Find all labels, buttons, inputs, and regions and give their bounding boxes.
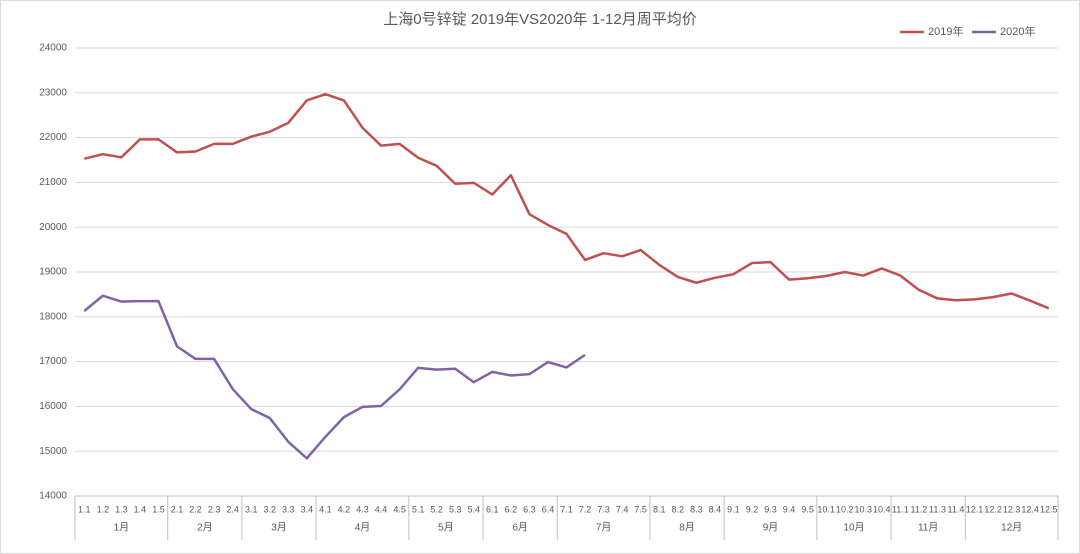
x-tick-label: 1.2 bbox=[97, 504, 110, 514]
x-tick-label: 12.4 bbox=[1021, 504, 1039, 514]
group-label: 7月 bbox=[596, 522, 612, 534]
x-tick-label: 9.4 bbox=[783, 504, 796, 514]
y-tick-label: 14000 bbox=[39, 491, 67, 502]
x-tick-label: 9.3 bbox=[764, 504, 777, 514]
y-tick-label: 15000 bbox=[39, 446, 67, 457]
y-tick-label: 22000 bbox=[39, 132, 67, 143]
x-tick-label: 10.2 bbox=[836, 504, 854, 514]
x-tick-label: 7.5 bbox=[634, 504, 647, 514]
x-tick-label: 12.3 bbox=[1003, 504, 1021, 514]
chart-title: 上海0号锌锭 2019年VS2020年 1-12月周平均价 bbox=[383, 11, 696, 28]
x-tick-label: 6.4 bbox=[542, 504, 555, 514]
x-tick-label: 1.1 bbox=[78, 504, 91, 514]
group-label: 9月 bbox=[763, 522, 779, 534]
x-tick-label: 9.5 bbox=[801, 504, 814, 514]
x-tick-label: 2.1 bbox=[171, 504, 184, 514]
x-tick-label: 9.1 bbox=[727, 504, 740, 514]
x-tick-label: 8.4 bbox=[709, 504, 722, 514]
y-tick-label: 23000 bbox=[39, 87, 67, 98]
x-tick-label: 12.2 bbox=[984, 504, 1002, 514]
x-tick-label: 4.5 bbox=[393, 504, 406, 514]
x-tick-label: 5.3 bbox=[449, 504, 462, 514]
x-tick-label: 7.3 bbox=[597, 504, 610, 514]
y-tick-label: 20000 bbox=[39, 222, 67, 233]
group-label: 3月 bbox=[271, 522, 287, 534]
x-tick-label: 1.5 bbox=[152, 504, 165, 514]
x-tick-label: 11.1 bbox=[892, 504, 909, 514]
y-tick-label: 16000 bbox=[39, 401, 67, 412]
line-series bbox=[83, 92, 1050, 310]
x-tick-label: 6.2 bbox=[505, 504, 518, 514]
x-tick-label: 1.4 bbox=[134, 504, 147, 514]
x-tick-label: 3.2 bbox=[263, 504, 276, 514]
legend-label: 2020年 bbox=[1000, 24, 1035, 38]
x-tick-label: 12.1 bbox=[966, 504, 984, 514]
y-tick-label: 19000 bbox=[39, 267, 67, 278]
x-tick-label: 8.2 bbox=[672, 504, 685, 514]
x-tick-label: 5.2 bbox=[430, 504, 443, 514]
x-tick-label: 4.4 bbox=[375, 504, 388, 514]
x-tick-label: 10.1 bbox=[817, 504, 835, 514]
x-tick-label: 4.2 bbox=[338, 504, 351, 514]
x-tick-label: 5.1 bbox=[412, 504, 425, 514]
y-tick-label: 17000 bbox=[39, 356, 67, 367]
group-label: 10月 bbox=[843, 522, 864, 534]
x-tick-label: 9.2 bbox=[746, 504, 759, 514]
x-tick-label: 12.5 bbox=[1040, 504, 1058, 514]
x-tick-label: 4.3 bbox=[356, 504, 369, 514]
group-label: 5月 bbox=[438, 522, 454, 534]
x-tick-label: 11.3 bbox=[929, 504, 946, 514]
x-tick-label: 2.2 bbox=[189, 504, 202, 514]
y-tick-label: 18000 bbox=[39, 311, 67, 322]
group-label: 8月 bbox=[679, 522, 695, 534]
x-tick-label: 2.4 bbox=[226, 504, 239, 514]
x-tick-label: 7.2 bbox=[579, 504, 592, 514]
line-series bbox=[83, 294, 586, 460]
x-tick-label: 10.4 bbox=[873, 504, 891, 514]
x-tick-label: 10.3 bbox=[854, 504, 872, 514]
x-tick-label: 3.4 bbox=[301, 504, 314, 514]
y-tick-label: 24000 bbox=[39, 43, 67, 54]
x-tick-label: 3.1 bbox=[245, 504, 258, 514]
x-tick-label: 2.3 bbox=[208, 504, 221, 514]
x-tick-label: 5.4 bbox=[468, 504, 481, 514]
x-tick-label: 7.1 bbox=[560, 504, 573, 514]
x-tick-label: 3.3 bbox=[282, 504, 295, 514]
x-tick-label: 11.4 bbox=[948, 504, 965, 514]
group-label: 2月 bbox=[197, 522, 213, 534]
x-tick-label: 8.3 bbox=[690, 504, 703, 514]
x-tick-label: 11.2 bbox=[910, 504, 927, 514]
group-label: 1月 bbox=[114, 522, 130, 534]
legend-label: 2019年 bbox=[928, 24, 963, 38]
y-tick-label: 21000 bbox=[39, 177, 67, 188]
group-label: 11月 bbox=[918, 522, 938, 534]
x-tick-label: 1.3 bbox=[115, 504, 128, 514]
group-label: 6月 bbox=[512, 522, 528, 534]
x-tick-label: 7.4 bbox=[616, 504, 629, 514]
group-label: 4月 bbox=[355, 522, 371, 534]
x-tick-label: 6.3 bbox=[523, 504, 536, 514]
x-tick-label: 4.1 bbox=[319, 504, 332, 514]
x-tick-label: 8.1 bbox=[653, 504, 666, 514]
group-label: 12月 bbox=[1001, 522, 1022, 534]
x-tick-label: 6.1 bbox=[486, 504, 499, 514]
